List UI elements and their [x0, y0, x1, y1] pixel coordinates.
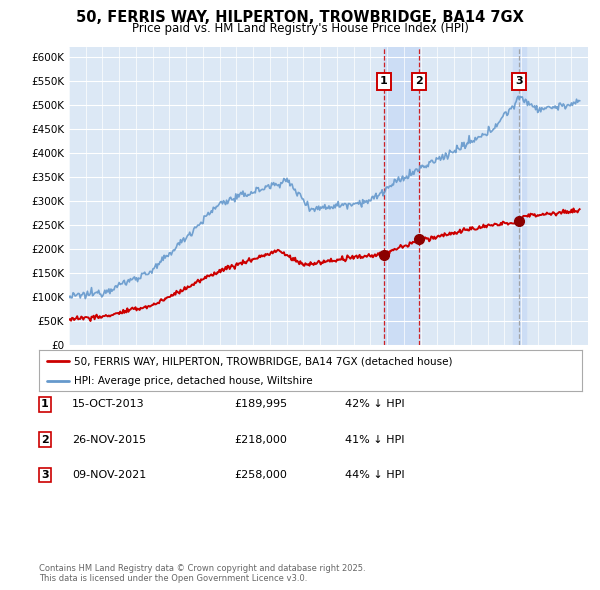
Text: 42% ↓ HPI: 42% ↓ HPI	[345, 399, 404, 409]
Text: 3: 3	[41, 470, 49, 480]
Text: HPI: Average price, detached house, Wiltshire: HPI: Average price, detached house, Wilt…	[74, 376, 313, 385]
Text: 50, FERRIS WAY, HILPERTON, TROWBRIDGE, BA14 7GX: 50, FERRIS WAY, HILPERTON, TROWBRIDGE, B…	[76, 10, 524, 25]
Text: £218,000: £218,000	[234, 435, 287, 444]
Bar	[512, 47, 526, 345]
Text: 15-OCT-2013: 15-OCT-2013	[72, 399, 145, 409]
Text: 2: 2	[41, 435, 49, 444]
Text: 41% ↓ HPI: 41% ↓ HPI	[345, 435, 404, 444]
Text: 26-NOV-2015: 26-NOV-2015	[72, 435, 146, 444]
Bar	[383, 47, 419, 345]
Text: 44% ↓ HPI: 44% ↓ HPI	[345, 470, 404, 480]
Text: 50, FERRIS WAY, HILPERTON, TROWBRIDGE, BA14 7GX (detached house): 50, FERRIS WAY, HILPERTON, TROWBRIDGE, B…	[74, 356, 453, 366]
Text: 09-NOV-2021: 09-NOV-2021	[72, 470, 146, 480]
Text: £189,995: £189,995	[234, 399, 287, 409]
Text: 1: 1	[41, 399, 49, 409]
Text: 2: 2	[415, 77, 423, 87]
Text: 1: 1	[380, 77, 388, 87]
Text: £258,000: £258,000	[234, 470, 287, 480]
Text: Contains HM Land Registry data © Crown copyright and database right 2025.
This d: Contains HM Land Registry data © Crown c…	[39, 563, 365, 583]
Text: Price paid vs. HM Land Registry's House Price Index (HPI): Price paid vs. HM Land Registry's House …	[131, 22, 469, 35]
Text: 3: 3	[515, 77, 523, 87]
